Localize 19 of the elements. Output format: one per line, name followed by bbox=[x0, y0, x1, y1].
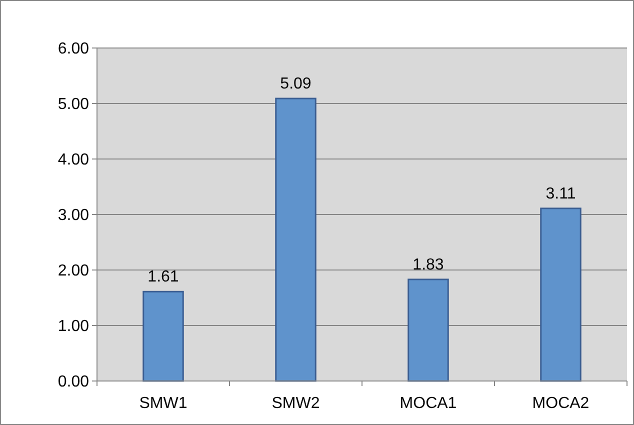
data-label: 5.09 bbox=[280, 76, 312, 93]
x-tick-label: SMW2 bbox=[272, 395, 320, 412]
bar bbox=[275, 98, 316, 382]
x-tick-label: SMW1 bbox=[139, 395, 188, 412]
y-tick-label: 0.00 bbox=[58, 374, 90, 391]
y-tick-label: 5.00 bbox=[58, 96, 90, 114]
data-label: 3.11 bbox=[546, 185, 576, 202]
bar bbox=[142, 290, 184, 382]
y-tick-label: 2.00 bbox=[58, 262, 90, 280]
bar bbox=[540, 208, 582, 382]
y-tick-label: 6.00 bbox=[58, 40, 90, 58]
y-tick-label: 4.00 bbox=[58, 152, 90, 169]
x-tick-label: MOCA2 bbox=[532, 395, 590, 412]
x-tick-label: MOCA1 bbox=[400, 395, 457, 412]
y-tick-label: 1.00 bbox=[58, 318, 90, 336]
data-label: 1.83 bbox=[412, 256, 444, 274]
y-tick-label: 3.00 bbox=[58, 207, 90, 224]
bar bbox=[408, 278, 449, 382]
data-label: 1.61 bbox=[148, 268, 179, 286]
